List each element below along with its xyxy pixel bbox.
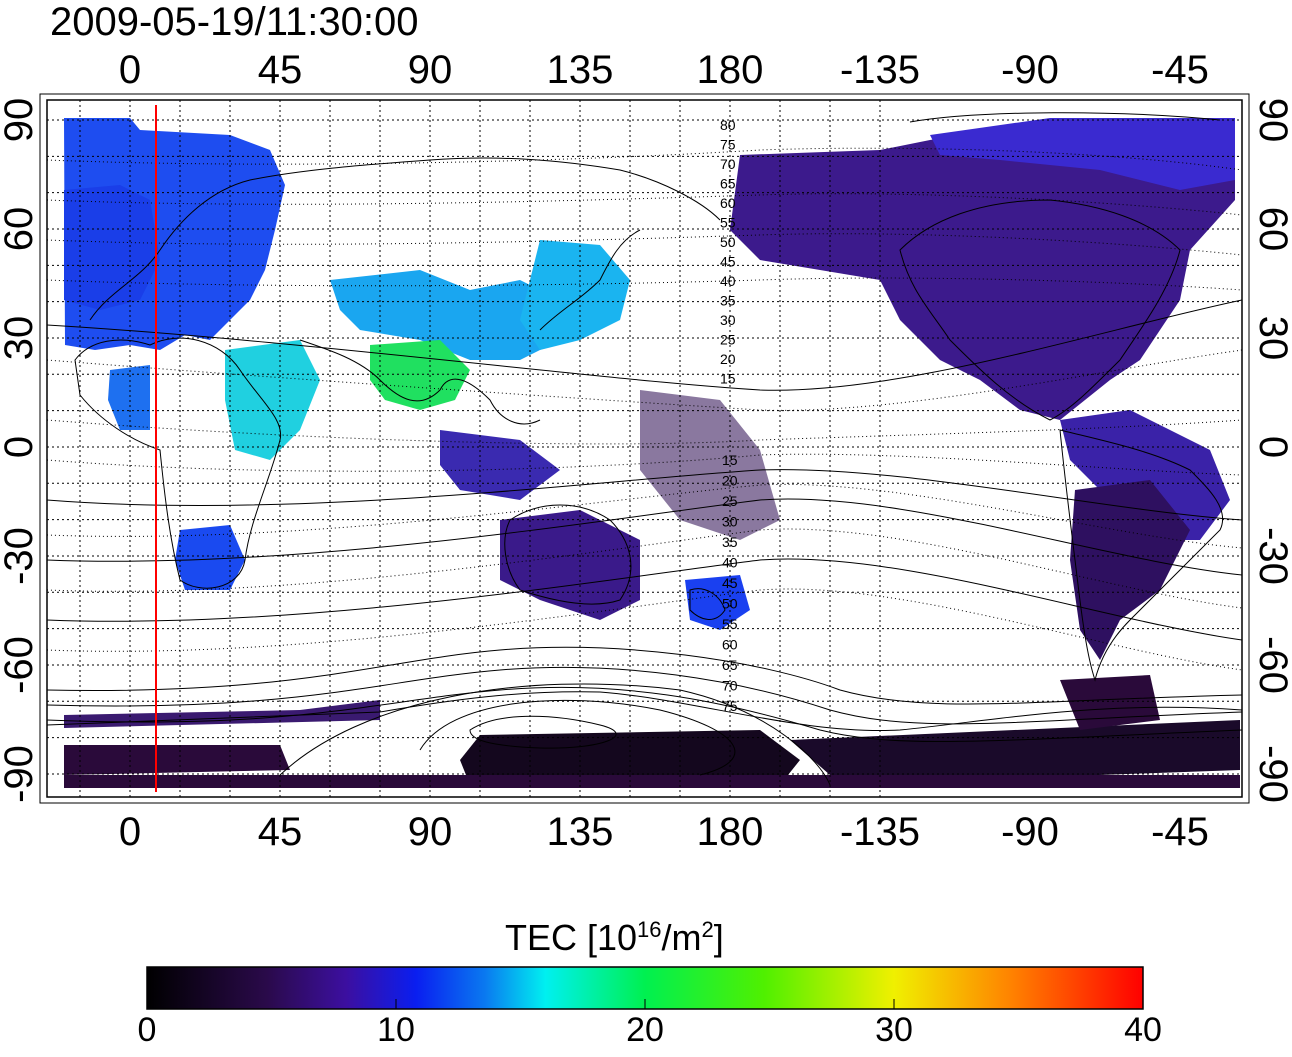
- contour-label: 30: [720, 312, 736, 328]
- bottom-axis-label: 0: [119, 810, 141, 854]
- map-outer-frame: [39, 93, 1250, 804]
- top-axis-label: 90: [408, 48, 453, 92]
- left-axis-label: 60: [0, 207, 41, 252]
- tec-region-antarctica-strip: [64, 775, 1240, 788]
- tec-region-alaska-arctic: [930, 118, 1235, 190]
- right-axis-label: 90: [1251, 98, 1292, 143]
- top-axis-labels: 0 45 90 135 180 -135 -90 -45: [119, 48, 1209, 92]
- tec-data-layer: [64, 118, 1240, 788]
- contour-label: 45: [722, 575, 738, 591]
- left-axis-label: 0: [0, 436, 41, 458]
- left-axis-label: 90: [0, 98, 41, 143]
- tec-region-east-asia: [520, 240, 630, 350]
- colorbar-tick-label: 10: [377, 1011, 415, 1049]
- contour-label: 40: [722, 555, 738, 571]
- tec-region-antarctica: [64, 745, 290, 775]
- bottom-axis-label: -135: [840, 810, 920, 854]
- map-timestamp-title: 2009-05-19/11:30:00: [50, 0, 419, 44]
- contour-label: 40: [720, 273, 736, 289]
- right-axis-label: -60: [1251, 636, 1292, 694]
- left-axis-label: 30: [0, 316, 41, 361]
- bottom-axis-label: 135: [547, 810, 614, 854]
- left-axis-label: -60: [0, 636, 41, 694]
- colorbar-title: TEC [1016/m2]: [505, 917, 724, 958]
- contour-label: 60: [722, 637, 738, 653]
- contour-label: 55: [722, 616, 738, 632]
- contour-label: 20: [722, 473, 738, 489]
- left-axis-label: -90: [0, 745, 41, 803]
- colorbar-tick-label: 40: [1124, 1011, 1162, 1049]
- contour-label: 25: [722, 493, 738, 509]
- bottom-axis-label: 180: [697, 810, 764, 854]
- colorbar-tick-label: 20: [626, 1011, 664, 1049]
- bottom-axis-label: -45: [1151, 810, 1209, 854]
- contour-label: 50: [722, 596, 738, 612]
- tec-region-north-pacific: [730, 118, 1235, 420]
- contour-label: 30: [722, 514, 738, 530]
- top-axis-label: -45: [1151, 48, 1209, 92]
- tec-region-indonesia: [440, 430, 560, 500]
- contour-labels: 80 75 70 65 60 55 50 45 40 35 30 25 20 15 15 20 25 30 35 40…: [720, 117, 738, 714]
- contour-label: 15: [720, 371, 736, 387]
- contour-label: 75: [720, 137, 736, 153]
- right-axis-label: -90: [1251, 745, 1292, 803]
- right-axis-label: 0: [1251, 436, 1292, 458]
- contour-label: 35: [722, 534, 738, 550]
- colorbar-tick-label: 0: [137, 1011, 157, 1049]
- coastlines: [47, 157, 1242, 731]
- tec-region-australia: [500, 510, 640, 620]
- lat-lon-grid: [47, 100, 1242, 797]
- tec-region-antarctica-west: [790, 720, 1240, 775]
- top-axis-label: 180: [697, 48, 764, 92]
- left-axis-labels: 90 60 30 0 -30 -60 -90: [0, 98, 41, 803]
- right-axis-label: -30: [1251, 527, 1292, 585]
- contour-label: 50: [720, 234, 736, 250]
- top-axis-label: -135: [840, 48, 920, 92]
- tec-region-antarctica-east: [460, 730, 800, 785]
- contour-label: 25: [720, 332, 736, 348]
- right-axis-label: 30: [1251, 316, 1292, 361]
- top-axis-label: 135: [547, 48, 614, 92]
- bottom-axis-label: -90: [1001, 810, 1059, 854]
- tec-region-south-africa: [175, 525, 245, 590]
- contour-label: 70: [720, 156, 736, 172]
- bottom-axis-labels: 0 45 90 135 180 -135 -90 -45: [119, 810, 1209, 854]
- top-axis-label: -90: [1001, 48, 1059, 92]
- contour-label: 80: [720, 117, 736, 133]
- tec-region-europe-west: [64, 185, 160, 310]
- tec-region-south-america: [1070, 480, 1190, 660]
- contour-label: 15: [722, 452, 738, 468]
- contour-label: 55: [720, 215, 736, 231]
- contour-label: 35: [720, 293, 736, 309]
- contour-label: 70: [722, 678, 738, 694]
- tec-region-new-zealand: [685, 575, 750, 630]
- tec-region-east-africa: [225, 340, 320, 460]
- top-axis-label: 0: [119, 48, 141, 92]
- tec-region-west-africa: [108, 365, 150, 430]
- bottom-axis-label: 90: [408, 810, 453, 854]
- tec-region-pacific-islands: [640, 390, 780, 540]
- magnetic-latitude-contours: [47, 112, 1242, 786]
- left-axis-label: -30: [0, 527, 41, 585]
- right-axis-labels: 90 60 30 0 -30 -60 -90: [1251, 98, 1292, 803]
- bottom-axis-label: 45: [258, 810, 303, 854]
- magnetic-latitude-contours-dotted: [47, 147, 1242, 671]
- colorbar-ticks: [146, 999, 1144, 1009]
- contour-label: 20: [720, 351, 736, 367]
- contour-label: 45: [720, 254, 736, 270]
- tec-region-drake-passage: [1060, 675, 1160, 730]
- top-axis-label: 45: [258, 48, 303, 92]
- map-frame: [46, 99, 1243, 798]
- contour-label: 60: [720, 195, 736, 211]
- right-axis-label: 60: [1251, 207, 1292, 252]
- colorbar-tick-label: 30: [875, 1011, 913, 1049]
- tec-region-caribbean: [1060, 410, 1230, 540]
- contour-label: 65: [722, 657, 738, 673]
- contour-label: 75: [722, 698, 738, 714]
- contour-label: 65: [720, 176, 736, 192]
